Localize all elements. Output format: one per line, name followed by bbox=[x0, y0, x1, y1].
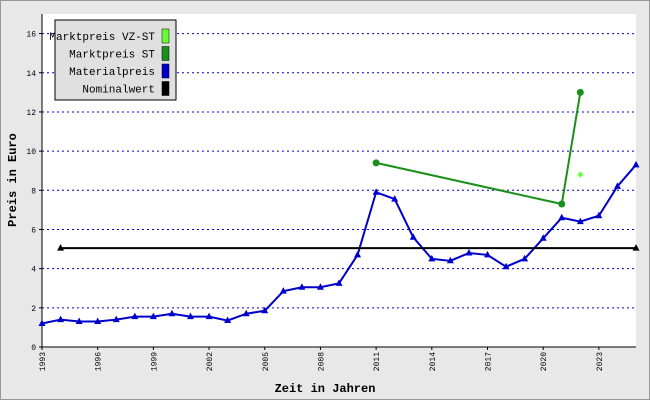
point bbox=[428, 254, 436, 262]
legend-label: Marktpreis VZ-ST bbox=[49, 32, 155, 44]
x-tick-label: 2005 bbox=[262, 352, 271, 371]
point bbox=[298, 283, 306, 290]
point bbox=[112, 315, 120, 323]
y-tick-label: 8 bbox=[31, 187, 36, 196]
legend: Marktpreis VZ-ST Marktpreis ST Materialpre… bbox=[49, 19, 177, 101]
point bbox=[242, 309, 250, 317]
point bbox=[465, 248, 473, 256]
y-tick-label: 14 bbox=[26, 70, 36, 79]
point bbox=[57, 315, 65, 323]
legend-swatch bbox=[161, 46, 170, 61]
point bbox=[38, 319, 46, 326]
point bbox=[409, 233, 417, 240]
point bbox=[576, 88, 584, 96]
x-tick-label: 2017 bbox=[485, 352, 494, 371]
point bbox=[577, 171, 584, 178]
legend-label: Materialpreis bbox=[69, 67, 155, 79]
x-tick-label: 2008 bbox=[317, 352, 326, 371]
point bbox=[168, 309, 176, 317]
point bbox=[372, 188, 380, 195]
point bbox=[149, 312, 157, 320]
y-tick-label: 10 bbox=[26, 148, 36, 157]
x-tick-label: 2023 bbox=[596, 352, 605, 371]
y-axis-label: Preis in Euro bbox=[6, 133, 20, 227]
point bbox=[94, 317, 102, 325]
point bbox=[261, 306, 269, 314]
x-tick-label: 2011 bbox=[373, 352, 382, 371]
point bbox=[613, 182, 621, 189]
point bbox=[372, 159, 380, 167]
y-tick-label: 6 bbox=[31, 226, 36, 235]
legend-swatch bbox=[161, 81, 170, 96]
point bbox=[576, 217, 584, 225]
legend-box bbox=[54, 19, 177, 101]
point bbox=[75, 317, 83, 325]
point bbox=[354, 250, 362, 258]
legend-swatch bbox=[161, 63, 170, 79]
x-tick-label: 1993 bbox=[39, 352, 48, 371]
x-tick-label: 1999 bbox=[150, 352, 159, 371]
point bbox=[316, 283, 324, 290]
point bbox=[131, 312, 139, 320]
legend-swatch bbox=[161, 28, 170, 44]
y-tick-label: 12 bbox=[26, 109, 36, 118]
point bbox=[558, 200, 566, 208]
point bbox=[558, 213, 566, 221]
point bbox=[539, 234, 547, 241]
x-axis-label: Zeit in Jahren bbox=[275, 382, 376, 396]
point bbox=[187, 312, 194, 320]
point bbox=[632, 160, 640, 168]
point bbox=[57, 244, 65, 251]
point bbox=[521, 254, 529, 262]
y-tick-label: 16 bbox=[26, 31, 36, 40]
point bbox=[632, 244, 640, 251]
x-tick-label: 2002 bbox=[206, 352, 215, 371]
legend-label: Nominalwert bbox=[82, 85, 155, 97]
point bbox=[484, 250, 491, 258]
point bbox=[335, 279, 343, 286]
x-tick-label: 2020 bbox=[540, 352, 549, 371]
x-tick-label: 2014 bbox=[429, 352, 438, 371]
y-tick-label: 0 bbox=[31, 344, 36, 353]
point bbox=[391, 195, 399, 202]
point bbox=[595, 211, 603, 219]
point bbox=[205, 312, 213, 320]
point bbox=[446, 256, 454, 264]
point bbox=[224, 316, 232, 324]
y-tick-label: 2 bbox=[31, 305, 36, 314]
y-tick-label: 4 bbox=[31, 266, 36, 275]
point bbox=[502, 262, 510, 270]
x-tick-label: 1996 bbox=[95, 352, 104, 371]
point bbox=[279, 287, 287, 294]
legend-label: Marktpreis ST bbox=[69, 50, 155, 62]
